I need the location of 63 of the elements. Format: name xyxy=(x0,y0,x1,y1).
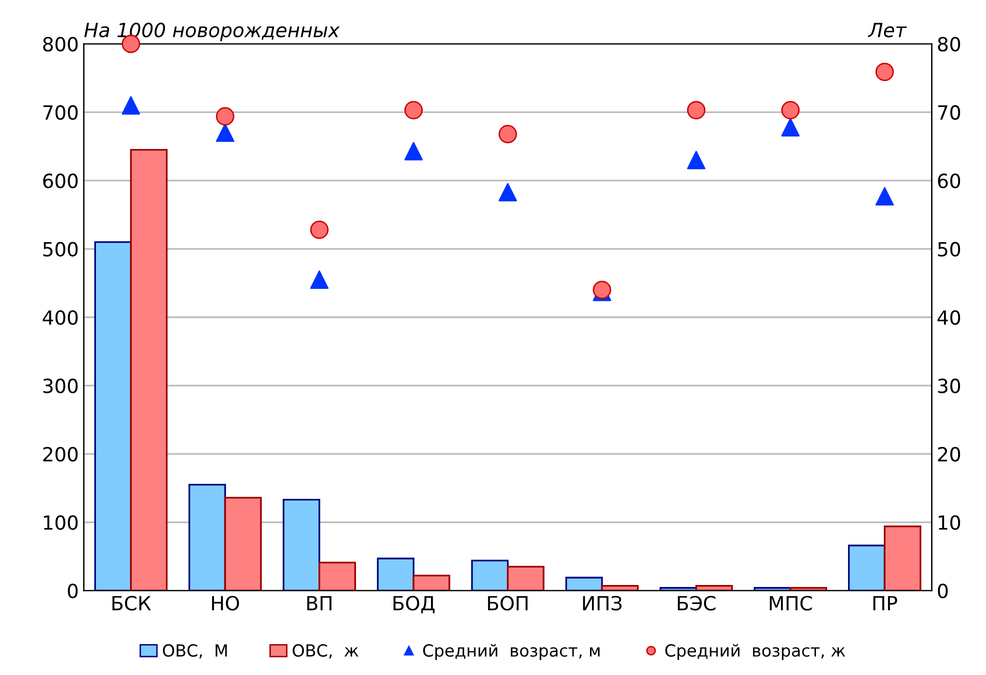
point xyxy=(404,142,423,160)
y-tick-label: 0 xyxy=(68,584,78,598)
bar xyxy=(282,498,320,591)
x-tick-label: БОД xyxy=(394,596,435,614)
point xyxy=(498,182,517,202)
bar xyxy=(376,558,414,591)
point xyxy=(216,124,234,142)
bar xyxy=(565,576,603,591)
x-tick-label: НО xyxy=(212,596,240,611)
y-tick-label: 500 xyxy=(43,242,78,257)
point xyxy=(687,100,706,120)
y2-tick-label: 40 xyxy=(938,310,960,325)
y2-tick-label: 30 xyxy=(938,378,960,394)
y2-tick-label: 50 xyxy=(938,242,960,257)
point xyxy=(875,62,894,82)
y-tick-label: 300 xyxy=(43,378,78,394)
x-tick-label: ВП xyxy=(307,596,332,610)
bar xyxy=(130,148,168,591)
legend-label: Средний возраст, ж xyxy=(665,644,846,660)
y2-tick-label: 70 xyxy=(938,105,960,120)
bar xyxy=(695,585,733,591)
point xyxy=(781,118,800,136)
y2-axis-title: Лет xyxy=(868,22,907,38)
y2-tick-label: 20 xyxy=(938,446,960,462)
x-tick-label: БЭС xyxy=(678,596,716,611)
y-tick-label: 200 xyxy=(43,446,78,462)
legend-label: ОВС, ж xyxy=(292,644,358,658)
y-tick-label: 700 xyxy=(43,105,78,120)
point xyxy=(875,187,894,206)
point xyxy=(216,107,234,126)
bar xyxy=(506,566,544,591)
point xyxy=(122,96,140,115)
point xyxy=(310,270,329,289)
bar xyxy=(188,484,226,591)
x-tick-label: МПС xyxy=(770,596,812,611)
x-tick-label: ИПЗ xyxy=(583,596,622,611)
x-tick-label: БСК xyxy=(112,596,151,611)
bar xyxy=(318,562,356,591)
bar xyxy=(471,560,509,591)
y-tick-label: 100 xyxy=(44,515,78,530)
bar xyxy=(94,241,132,591)
y-tick-label: 600 xyxy=(43,174,78,188)
y2-tick-label: 80 xyxy=(938,36,960,52)
bar xyxy=(848,544,886,591)
y-tick-label: 400 xyxy=(42,310,78,325)
y-axis-title: На 1000 новорожденных xyxy=(84,22,340,42)
point xyxy=(404,100,423,120)
y-tick-label: 800 xyxy=(43,36,78,52)
y2-tick-label: 10 xyxy=(938,515,960,530)
bar xyxy=(224,496,262,591)
legend-label: ОВС, М xyxy=(162,644,227,658)
point xyxy=(781,100,800,120)
point xyxy=(687,150,706,170)
point xyxy=(310,220,329,239)
bar xyxy=(884,526,922,591)
x-tick-label: ПР xyxy=(873,596,898,610)
y2-tick-label: 0 xyxy=(938,584,948,598)
x-tick-label: БОП xyxy=(488,596,528,611)
bar xyxy=(412,574,450,591)
bar xyxy=(601,585,639,591)
legend-label: Средний возраст, м xyxy=(423,644,600,660)
point xyxy=(498,124,517,144)
y2-tick-label: 60 xyxy=(938,174,960,188)
